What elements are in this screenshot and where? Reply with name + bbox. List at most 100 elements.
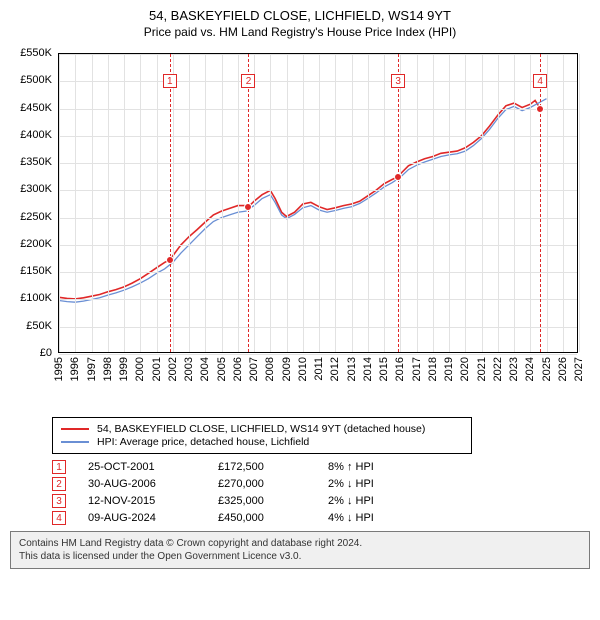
x-axis-label: 2019 — [443, 357, 455, 381]
gridline-vertical — [498, 54, 499, 352]
marker-number-box: 3 — [391, 74, 405, 88]
x-axis-label: 2020 — [459, 357, 471, 381]
gridline-vertical — [75, 54, 76, 352]
gridline-vertical — [303, 54, 304, 352]
gridline-vertical — [352, 54, 353, 352]
legend-item: 54, BASKEYFIELD CLOSE, LICHFIELD, WS14 9… — [61, 423, 463, 435]
x-axis-label: 2010 — [297, 357, 309, 381]
x-axis-label: 1996 — [69, 357, 81, 381]
tx-hpi: 2% ↓ HPI — [328, 478, 428, 490]
x-axis-label: 2023 — [508, 357, 520, 381]
tx-hpi: 4% ↓ HPI — [328, 512, 428, 524]
legend-swatch — [61, 428, 89, 430]
x-axis-label: 2015 — [378, 357, 390, 381]
tx-price: £172,500 — [218, 461, 328, 473]
marker-dot — [536, 105, 544, 113]
gridline-vertical — [465, 54, 466, 352]
gridline-vertical — [157, 54, 158, 352]
y-axis-label: £50K — [10, 320, 52, 332]
gridline-vertical — [433, 54, 434, 352]
gridline-vertical — [254, 54, 255, 352]
marker-line — [398, 54, 399, 352]
gridline-horizontal — [59, 354, 577, 355]
y-axis-label: £500K — [10, 74, 52, 86]
x-axis-label: 2014 — [362, 357, 374, 381]
gridline-vertical — [547, 54, 548, 352]
gridline-vertical — [270, 54, 271, 352]
gridline-vertical — [449, 54, 450, 352]
x-axis-label: 2009 — [281, 357, 293, 381]
tx-date: 25-OCT-2001 — [88, 461, 218, 473]
gridline-horizontal — [59, 299, 577, 300]
gridline-vertical — [173, 54, 174, 352]
gridline-horizontal — [59, 218, 577, 219]
transaction-row: 230-AUG-2006£270,0002% ↓ HPI — [52, 477, 590, 491]
gridline-horizontal — [59, 272, 577, 273]
gridline-horizontal — [59, 54, 577, 55]
x-axis-label: 2006 — [232, 357, 244, 381]
x-axis-label: 2011 — [313, 357, 325, 381]
x-axis-label: 2013 — [346, 357, 358, 381]
legend-swatch — [61, 441, 89, 443]
y-axis-label: £300K — [10, 183, 52, 195]
tx-number-box: 1 — [52, 460, 66, 474]
x-axis-label: 2025 — [541, 357, 553, 381]
gridline-vertical — [530, 54, 531, 352]
gridline-horizontal — [59, 81, 577, 82]
gridline-vertical — [514, 54, 515, 352]
marker-number-box: 4 — [533, 74, 547, 88]
gridline-horizontal — [59, 190, 577, 191]
gridline-vertical — [368, 54, 369, 352]
gridline-vertical — [124, 54, 125, 352]
chart-subtitle: Price paid vs. HM Land Registry's House … — [10, 25, 590, 39]
x-axis-label: 2026 — [557, 357, 569, 381]
gridline-vertical — [189, 54, 190, 352]
y-axis-label: £400K — [10, 129, 52, 141]
x-axis-label: 2016 — [394, 357, 406, 381]
x-axis-label: 2004 — [199, 357, 211, 381]
x-axis-label: 2017 — [411, 357, 423, 381]
x-axis-label: 1998 — [102, 357, 114, 381]
x-axis-label: 2027 — [573, 357, 585, 381]
y-axis-label: £450K — [10, 102, 52, 114]
footer-attribution: Contains HM Land Registry data © Crown c… — [10, 531, 590, 569]
gridline-vertical — [417, 54, 418, 352]
gridline-vertical — [384, 54, 385, 352]
marker-number-box: 2 — [241, 74, 255, 88]
tx-price: £270,000 — [218, 478, 328, 490]
legend-label: HPI: Average price, detached house, Lich… — [97, 436, 309, 448]
x-axis-label: 2005 — [216, 357, 228, 381]
gridline-horizontal — [59, 136, 577, 137]
y-axis-label: £150K — [10, 265, 52, 277]
marker-dot — [394, 173, 402, 181]
tx-date: 12-NOV-2015 — [88, 495, 218, 507]
gridline-horizontal — [59, 245, 577, 246]
gridline-horizontal — [59, 327, 577, 328]
x-axis-label: 1997 — [86, 357, 98, 381]
marker-line — [540, 54, 541, 352]
tx-hpi: 8% ↑ HPI — [328, 461, 428, 473]
tx-hpi: 2% ↓ HPI — [328, 495, 428, 507]
transaction-row: 409-AUG-2024£450,0004% ↓ HPI — [52, 511, 590, 525]
gridline-horizontal — [59, 163, 577, 164]
x-axis-label: 1995 — [53, 357, 65, 381]
gridline-vertical — [222, 54, 223, 352]
chart-area: 1234 £0£50K£100K£150K£200K£250K£300K£350… — [10, 47, 590, 417]
transaction-row: 1 25-OCT-2001£172,5008% ↑ HPI — [52, 460, 590, 474]
marker-dot — [166, 256, 174, 264]
y-axis-label: £550K — [10, 47, 52, 59]
gridline-vertical — [205, 54, 206, 352]
y-axis-label: £200K — [10, 238, 52, 250]
gridline-vertical — [92, 54, 93, 352]
footer-line: Contains HM Land Registry data © Crown c… — [19, 537, 581, 550]
x-axis-label: 2012 — [329, 357, 341, 381]
legend-box: 54, BASKEYFIELD CLOSE, LICHFIELD, WS14 9… — [52, 417, 472, 454]
footer-line: This data is licensed under the Open Gov… — [19, 550, 581, 563]
tx-price: £450,000 — [218, 512, 328, 524]
tx-price: £325,000 — [218, 495, 328, 507]
x-axis-label: 2002 — [167, 357, 179, 381]
tx-number-box: 4 — [52, 511, 66, 525]
x-axis-label: 2001 — [151, 357, 163, 381]
x-axis-label: 2003 — [183, 357, 195, 381]
x-axis-label: 2021 — [476, 357, 488, 381]
